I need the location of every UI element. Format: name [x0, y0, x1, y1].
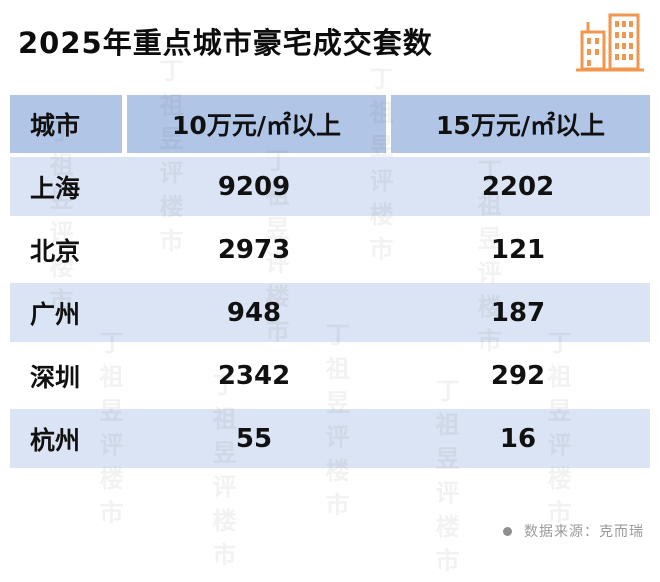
column-header-above-150k: 15万元/㎡以上	[391, 95, 650, 153]
value-cell: 121	[490, 234, 546, 265]
column-header-above-100k: 10万元/㎡以上	[127, 95, 386, 153]
column-header-city: 城市	[10, 95, 122, 153]
table-row: 北京 2973 121	[10, 220, 650, 279]
value-cell: 16	[499, 423, 537, 454]
data-source-label: 数据来源：克而瑞	[524, 524, 644, 540]
table-row: 上海 9209 2202	[10, 157, 650, 216]
luxury-home-sales-table: 城市 10万元/㎡以上 15万元/㎡以上 上海 9209 2202 北京 297…	[10, 95, 650, 468]
value-cell: 2973	[217, 234, 291, 265]
city-cell: 杭州	[30, 425, 81, 455]
table-row: 深圳 2342 292	[10, 346, 650, 405]
table-row: 广州 948 187	[10, 283, 650, 342]
value-cell: 187	[490, 297, 546, 328]
city-cell: 北京	[30, 236, 81, 266]
city-cell: 深圳	[30, 362, 81, 392]
value-cell: 2202	[481, 171, 555, 202]
city-cell: 上海	[30, 173, 81, 203]
buildings-icon	[574, 6, 646, 82]
table-header-row: 城市 10万元/㎡以上 15万元/㎡以上	[10, 95, 650, 153]
value-cell: 292	[490, 360, 546, 391]
city-cell: 广州	[30, 299, 81, 329]
bullet-icon	[503, 526, 512, 536]
value-cell: 55	[235, 423, 273, 454]
value-cell: 9209	[217, 171, 291, 202]
value-cell: 948	[226, 297, 282, 328]
table-row: 杭州 55 16	[10, 409, 650, 468]
data-source: 数据来源：克而瑞	[503, 521, 644, 541]
value-cell: 2342	[217, 360, 291, 391]
page-title: 2025年重点城市豪宅成交套数	[18, 26, 433, 60]
